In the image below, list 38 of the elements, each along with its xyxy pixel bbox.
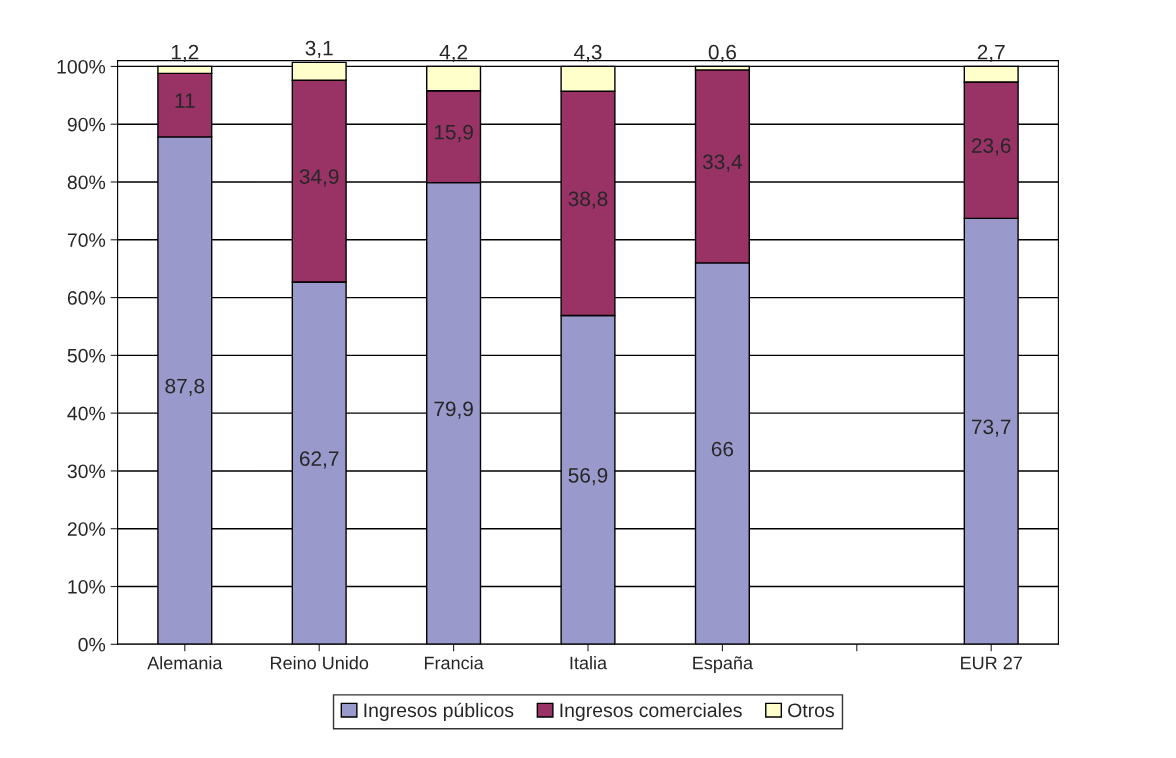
y-tick-label: 30% xyxy=(67,464,106,479)
data-label: 4,3 xyxy=(574,44,602,62)
data-label: 66 xyxy=(711,441,734,457)
y-tick-label: 10% xyxy=(68,579,106,594)
data-label: 34,9 xyxy=(299,169,339,187)
data-label: 3,1 xyxy=(305,40,333,58)
legend-label: Ingresos públicos xyxy=(364,702,514,722)
y-tick-label: 80% xyxy=(67,175,106,190)
x-tick-label: Italia xyxy=(570,656,608,670)
y-tick-label: 50% xyxy=(67,348,106,363)
data-label: 62,7 xyxy=(299,451,339,469)
data-label: 2,7 xyxy=(977,44,1005,62)
x-tick-label: Alemania xyxy=(147,656,223,670)
data-label: 73,7 xyxy=(972,419,1011,437)
data-label: 15,9 xyxy=(434,124,473,142)
y-tick-label: 40% xyxy=(67,406,106,421)
y-tick-label: 70% xyxy=(67,233,106,248)
data-label: 23,6 xyxy=(971,138,1011,156)
data-label: 1,2 xyxy=(171,44,199,62)
y-tick-label: 20% xyxy=(67,522,106,536)
data-label: 11 xyxy=(175,93,195,108)
legend-label: Otros xyxy=(788,703,834,718)
data-label: 79,9 xyxy=(434,401,473,419)
x-tick-label: Francia xyxy=(424,656,484,670)
x-tick-label: EUR 27 xyxy=(961,656,1022,670)
legend-label: Ingresos comerciales xyxy=(560,702,742,722)
y-tick-label: 90% xyxy=(67,117,106,132)
data-label: 56,9 xyxy=(568,467,608,486)
y-tick-label: 60% xyxy=(67,291,106,305)
data-label: 4,2 xyxy=(439,44,468,62)
x-tick-label: España xyxy=(693,656,754,673)
data-label: 0,6 xyxy=(708,44,736,62)
y-tick-label: 100% xyxy=(57,59,106,74)
y-tick-label: 0% xyxy=(78,637,106,652)
data-label: 38,8 xyxy=(568,191,608,209)
data-label: 33,4 xyxy=(702,154,743,172)
data-label: 87,8 xyxy=(165,378,205,396)
x-tick-label: Reino Unido xyxy=(271,656,369,670)
